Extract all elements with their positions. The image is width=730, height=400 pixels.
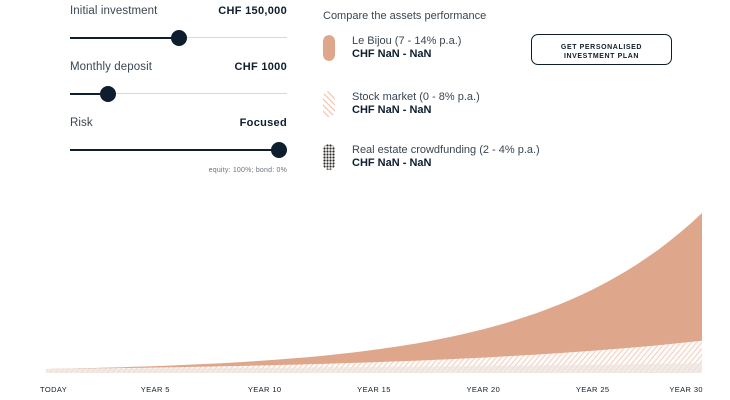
- risk-allocation-note: equity: 100%; bond: 0%: [208, 167, 287, 174]
- slider-fill: [70, 36, 179, 39]
- initial-investment-value: CHF 150,000: [218, 5, 287, 17]
- slider-rail: [70, 93, 287, 94]
- monthly-deposit-row: Monthly deposit CHF 1000: [70, 61, 287, 77]
- slider-thumb[interactable]: [100, 86, 117, 102]
- le-bijou-swatch-icon: [323, 35, 335, 61]
- slider-thumb[interactable]: [271, 142, 287, 158]
- x-tick-label: YEAR 30: [669, 385, 703, 394]
- risk-value: Focused: [239, 117, 287, 129]
- stock-market-area: [46, 340, 702, 373]
- real-estate-swatch-icon: [323, 144, 335, 170]
- cta-line-2: INVESTMENT PLAN: [563, 53, 640, 60]
- x-tick-label: YEAR 5: [141, 385, 170, 394]
- monthly-deposit-label: Monthly deposit: [70, 61, 153, 73]
- risk-row: Risk Focused: [70, 117, 287, 133]
- asset-name: Stock market (0 - 8% p.a.): [352, 91, 480, 103]
- asset-range: CHF NaN - NaN: [352, 104, 432, 116]
- monthly-deposit-slider[interactable]: [70, 85, 287, 103]
- slider-thumb[interactable]: [170, 30, 187, 46]
- x-tick-label: YEAR 15: [357, 385, 391, 394]
- asset-range: CHF NaN - NaN: [352, 48, 432, 60]
- risk-slider[interactable]: [70, 141, 287, 159]
- asset-name: Le Bijou (7 - 14% p.a.): [352, 35, 462, 47]
- initial-investment-slider[interactable]: [70, 29, 287, 47]
- real-estate-area: [46, 363, 702, 373]
- asset-range: CHF NaN - NaN: [352, 157, 432, 169]
- get-personalised-plan-button[interactable]: GET PERSONALISED INVESTMENT PLAN: [531, 34, 672, 65]
- x-tick-label: YEAR 10: [248, 385, 282, 394]
- compare-title: Compare the assets performance: [323, 10, 487, 22]
- slider-fill: [70, 148, 279, 151]
- initial-investment-row: Initial investment CHF 150,000: [70, 5, 287, 21]
- x-tick-label: TODAY: [40, 385, 67, 394]
- monthly-deposit-value: CHF 1000: [234, 61, 287, 73]
- x-tick-label: YEAR 25: [576, 385, 610, 394]
- cta-line-1: GET PERSONALISED: [560, 44, 643, 51]
- initial-investment-label: Initial investment: [70, 5, 158, 17]
- le-bijou-area: [46, 213, 702, 373]
- asset-name: Real estate crowdfunding (2 - 4% p.a.): [352, 144, 540, 156]
- growth-chart: TODAY YEAR 5 YEAR 10 YEAR 15 YEAR 20 YEAR 25 Y…: [40, 213, 703, 394]
- x-tick-label: YEAR 20: [467, 385, 501, 394]
- stock-market-swatch-icon: [323, 91, 335, 117]
- slider-fill: [70, 92, 109, 95]
- risk-label: Risk: [70, 117, 93, 129]
